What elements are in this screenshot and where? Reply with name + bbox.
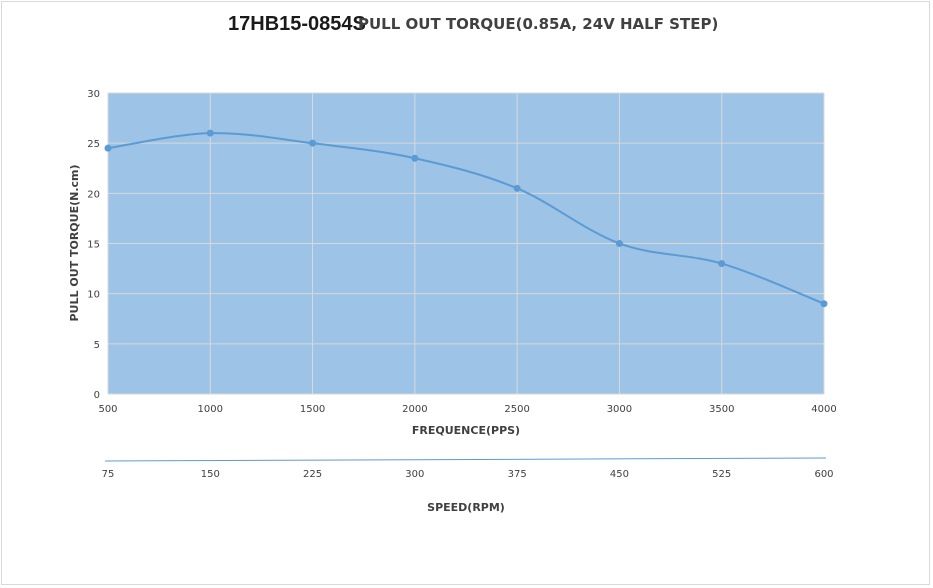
y-tick-label: 5	[94, 340, 100, 351]
x-tick-label: 3000	[607, 404, 632, 415]
data-point	[513, 184, 521, 192]
speed-axis-title: SPEED(RPM)	[427, 501, 505, 514]
x-tick-label: 1000	[198, 404, 223, 415]
y-tick-label: 0	[94, 390, 100, 401]
speed-tick-label: 75	[102, 469, 115, 480]
x-tick-label: 2500	[504, 404, 529, 415]
series-line	[107, 132, 825, 305]
speed-tick-label: 450	[610, 469, 629, 480]
y-tick-label: 30	[87, 89, 100, 100]
speed-tick-label: 225	[303, 469, 322, 480]
speed-axis-ticks: 75 150 225 300 375 450 525 600	[102, 469, 834, 480]
data-point	[206, 129, 214, 137]
x-tick-label: 500	[98, 404, 117, 415]
x-tick-label: 2000	[402, 404, 427, 415]
speed-tick-label: 300	[405, 469, 424, 480]
y-tick-label: 25	[87, 139, 100, 150]
data-point	[309, 139, 317, 147]
data-point	[104, 144, 112, 152]
data-point	[718, 260, 726, 268]
data-point	[411, 154, 419, 162]
data-point	[820, 300, 828, 308]
y-tick-label: 10	[87, 290, 100, 301]
speed-tick-label: 150	[201, 469, 220, 480]
speed-tick-label: 600	[814, 469, 833, 480]
speed-tick-label: 375	[508, 469, 527, 480]
series-points	[104, 129, 828, 308]
x-tick-label: 4000	[811, 404, 836, 415]
chart-title-subtitle: PULL OUT TORQUE(0.85A, 24V HALF STEP)	[358, 15, 718, 33]
y-tick-label: 20	[87, 189, 100, 200]
y-axis-ticks: 0 5 10 15 20 25 30	[87, 89, 100, 401]
speed-tick-label: 525	[712, 469, 731, 480]
x-axis-ticks: 500 1000 1500 2000 2500 3000 3500 4000	[98, 404, 836, 415]
y-axis-title: PULL OUT TORQUE(N.cm)	[68, 164, 81, 321]
y-tick-label: 15	[87, 240, 100, 251]
x-tick-label: 3500	[709, 404, 734, 415]
chart-title-model: 17HB15-0854S	[228, 13, 366, 35]
x-tick-label: 1500	[300, 404, 325, 415]
speed-axis-line	[104, 457, 827, 462]
data-point	[615, 240, 623, 247]
x-axis-title: FREQUENCE(PPS)	[412, 424, 520, 437]
